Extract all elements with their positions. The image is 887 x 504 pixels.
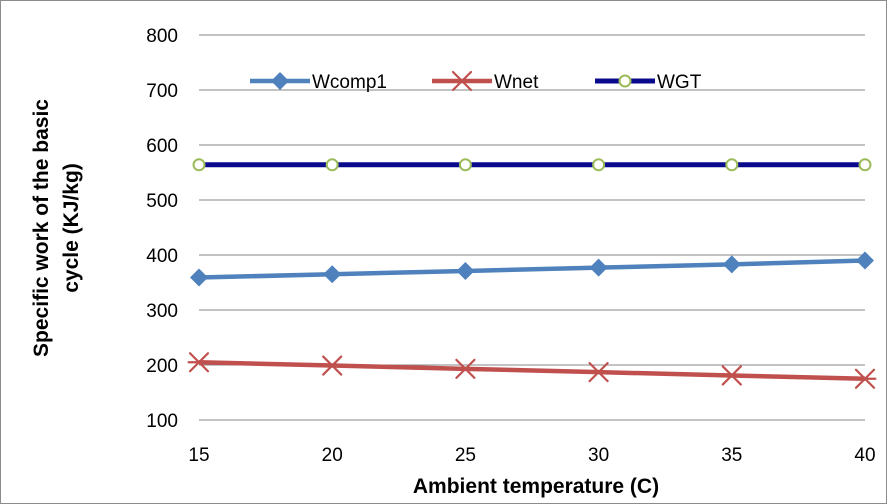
series-line-wcomp1 (198, 258, 866, 280)
legend-marker-wnet (450, 70, 474, 92)
marker-wcomp1-30 (589, 258, 608, 277)
legend-label-wcomp1: Wcomp1 (312, 72, 387, 93)
legend-item-wcomp1: Wcomp1 (250, 72, 387, 93)
marker-wcomp1-15 (190, 268, 208, 287)
marker-wcomp1-20 (323, 265, 342, 284)
marker-wcomp1-35 (722, 255, 741, 274)
x-tick-label-40: 40 (854, 445, 875, 466)
x-tick-label-15: 15 (188, 445, 209, 466)
marker-wcomp1-25 (456, 261, 475, 280)
series-markers (187, 158, 877, 389)
marker-wnet-15 (187, 352, 211, 373)
legend-marker-wcomp1 (271, 72, 289, 90)
y-tick-label-500: 500 (146, 191, 178, 212)
y-axis-title-line-1: Specific work of the basic (30, 99, 53, 357)
marker-wgt-35 (725, 158, 739, 172)
x-tick-labels: 15 20 25 30 35 40 (188, 445, 875, 466)
marker-wcomp1-40 (856, 251, 874, 270)
y-tick-label-300: 300 (146, 301, 178, 322)
marker-wnet-30 (587, 362, 611, 383)
x-tick-label-35: 35 (721, 445, 742, 466)
y-tick-labels: 100 200 300 400 500 600 700 800 (146, 26, 178, 432)
marker-wnet-35 (720, 365, 744, 386)
series-lines (198, 162, 866, 381)
marker-wgt-25 (458, 158, 472, 172)
marker-wgt-15 (192, 158, 206, 172)
legend-item-wnet: Wnet (432, 70, 539, 93)
legend-marker-wgt (618, 74, 632, 88)
series-line-wnet (198, 360, 866, 381)
legend-label-wgt: WGT (657, 72, 702, 93)
marker-wgt-30 (592, 158, 606, 172)
x-axis-title: Ambient temperature (C) (413, 475, 659, 498)
y-tick-label-100: 100 (146, 411, 178, 432)
marker-wgt-20 (325, 158, 339, 172)
marker-wnet-40 (853, 368, 877, 389)
marker-wnet-20 (320, 355, 344, 376)
legend: Wcomp1 Wnet WGT (250, 70, 702, 93)
legend-item-wgt: WGT (595, 72, 702, 93)
legend-label-wnet: Wnet (494, 72, 539, 93)
x-tick-label-25: 25 (455, 445, 476, 466)
y-tick-label-800: 800 (146, 26, 178, 47)
y-tick-label-400: 400 (146, 246, 178, 267)
y-tick-label-600: 600 (146, 136, 178, 157)
y-tick-label-700: 700 (146, 81, 178, 102)
y-tick-label-200: 200 (146, 356, 178, 377)
marker-wgt-40 (858, 158, 872, 172)
y-axis-title-line-2: cycle (KJ/kg) (60, 163, 83, 293)
x-tick-label-30: 30 (588, 445, 609, 466)
x-tick-label-20: 20 (322, 445, 343, 466)
marker-wnet-25 (453, 358, 477, 379)
